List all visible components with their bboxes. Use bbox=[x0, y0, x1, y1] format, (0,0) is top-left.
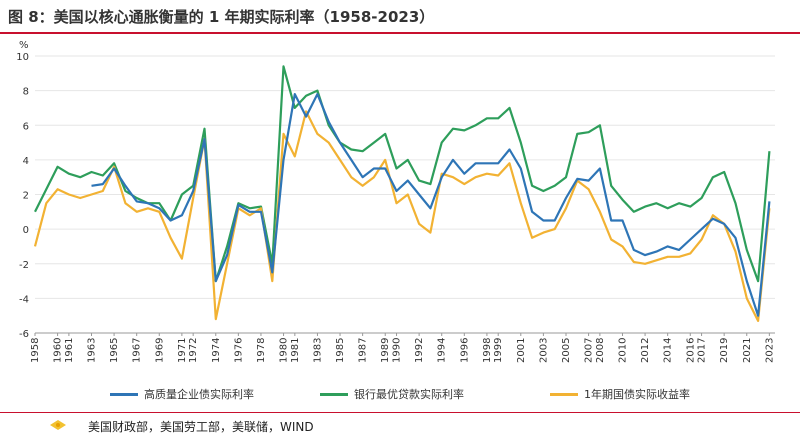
legend-item: 高质量企业债实际利率 bbox=[110, 386, 254, 402]
x-tick-label: 1958 bbox=[30, 338, 41, 363]
line-chart: -6 -4 -2 0 2 4 6 8 10% 1958 1960 1961 1963 1965 1967 19… bbox=[16, 40, 775, 363]
y-unit-label: % bbox=[19, 40, 29, 51]
series-line-3 bbox=[33, 110, 771, 322]
legend-swatch bbox=[110, 392, 138, 396]
source-logo-icon bbox=[50, 420, 66, 430]
x-tick-label: 2005 bbox=[561, 338, 572, 363]
legend: 高质量企业债实际利率 银行最优贷款实际利率 1年期国债实际收益率 bbox=[110, 386, 750, 404]
legend-label: 1年期国债实际收益率 bbox=[584, 388, 690, 401]
y-tick-label: -6 bbox=[19, 329, 29, 340]
y-tick-label: 0 bbox=[23, 225, 29, 236]
x-tick-label: 1961 bbox=[64, 338, 75, 363]
x-tick-label: 1963 bbox=[86, 338, 97, 363]
x-tick-label: 2014 bbox=[663, 338, 674, 363]
title-bar: 图 8：美国以核心通胀衡量的 1 年期实际利率（1958-2023） bbox=[0, 0, 800, 34]
x-tick-label: 2023 bbox=[764, 338, 775, 363]
y-tick-label: -2 bbox=[19, 260, 29, 271]
x-tick-label: 2021 bbox=[742, 338, 753, 363]
x-tick-label: 2012 bbox=[640, 338, 651, 363]
x-tick-label: 1974 bbox=[211, 338, 222, 363]
x-tick-label: 1972 bbox=[188, 338, 199, 363]
legend-label: 银行最优贷款实际利率 bbox=[354, 388, 464, 401]
legend-item: 银行最优贷款实际利率 bbox=[320, 386, 464, 402]
legend-item: 1年期国债实际收益率 bbox=[550, 386, 690, 402]
series-line-2 bbox=[34, 65, 771, 283]
series-line-1 bbox=[91, 92, 771, 317]
x-tick-label: 2001 bbox=[516, 338, 527, 363]
x-tick-label: 1985 bbox=[335, 338, 346, 363]
x-tick-label: 1990 bbox=[392, 338, 403, 363]
y-tick-label: 10 bbox=[16, 52, 29, 63]
x-tick-label: 1960 bbox=[53, 338, 64, 363]
x-tick-label: 1981 bbox=[290, 338, 301, 363]
source-text: 美国财政部，美国劳工部，美联储，WIND bbox=[88, 420, 314, 434]
x-tick-label: 1999 bbox=[493, 338, 504, 363]
x-tick-label: 1992 bbox=[414, 338, 425, 363]
legend-swatch bbox=[550, 392, 578, 396]
x-tick-label: 1976 bbox=[233, 338, 244, 363]
x-tick-label: 1989 bbox=[380, 338, 391, 363]
x-tick-label: 2007 bbox=[584, 338, 595, 363]
x-tick-label: 1994 bbox=[437, 338, 448, 363]
legend-swatch bbox=[320, 392, 348, 396]
x-tick-label: 2003 bbox=[538, 338, 549, 363]
x-tick-label: 1987 bbox=[358, 338, 369, 363]
source-bar: 美国财政部，美国劳工部，美联储，WIND bbox=[0, 412, 800, 437]
y-tick-label: 2 bbox=[23, 191, 29, 202]
x-tick-label: 2010 bbox=[617, 338, 628, 363]
x-tick-label: 2017 bbox=[697, 338, 708, 363]
figure-title: 图 8：美国以核心通胀衡量的 1 年期实际利率（1958-2023） bbox=[8, 8, 435, 26]
y-tick-label: -4 bbox=[19, 294, 29, 305]
x-tick-label: 1983 bbox=[312, 338, 323, 363]
x-tick-label: 2016 bbox=[685, 338, 696, 363]
x-tick-label: 1965 bbox=[109, 338, 120, 363]
x-tick-label: 1969 bbox=[154, 338, 165, 363]
y-tick-label: 6 bbox=[23, 121, 29, 132]
x-tick-label: 1980 bbox=[279, 338, 290, 363]
y-tick-label: 8 bbox=[23, 87, 29, 98]
x-tick-label: 2008 bbox=[595, 338, 606, 363]
x-tick-label: 1996 bbox=[459, 338, 470, 363]
y-tick-label: 4 bbox=[23, 156, 29, 167]
legend-label: 高质量企业债实际利率 bbox=[144, 388, 254, 401]
x-tick-label: 1998 bbox=[482, 338, 493, 363]
x-tick-label: 1971 bbox=[177, 338, 188, 363]
x-tick-label: 1967 bbox=[132, 338, 143, 363]
x-tick-label: 2019 bbox=[719, 338, 730, 363]
x-tick-label: 1978 bbox=[256, 338, 267, 363]
